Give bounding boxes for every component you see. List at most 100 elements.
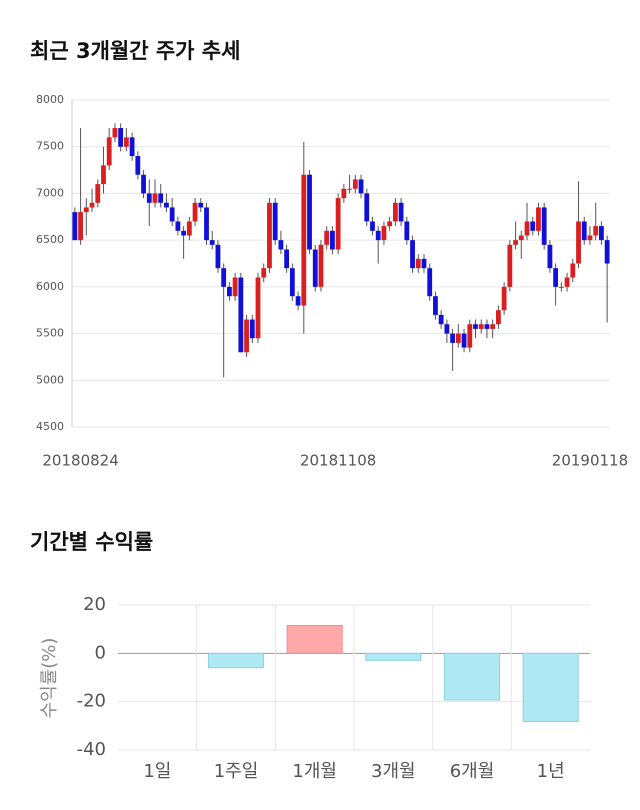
candle-body [599, 226, 604, 241]
candle-body [444, 324, 450, 334]
candle-body [335, 198, 341, 250]
candle-body [181, 230, 187, 236]
y-axis-label: 수익률(%) [39, 638, 60, 719]
bar [522, 652, 579, 722]
candle-body [89, 202, 95, 208]
candle-body [490, 324, 496, 329]
candle-body [536, 207, 541, 231]
candle-body [324, 230, 330, 245]
candle-body [255, 277, 261, 339]
y-tick-label: 20 [83, 594, 106, 615]
x-tick-label: 1개월 [292, 761, 337, 782]
candle-body [289, 268, 295, 297]
y-tick-label: 5500 [36, 327, 64, 340]
candle-body [576, 221, 581, 264]
candle-body [507, 244, 513, 287]
candle-body [112, 128, 118, 138]
candle-body [146, 193, 152, 203]
candle-body [238, 277, 244, 353]
candle-body [478, 324, 484, 329]
candle-body [392, 202, 398, 222]
y-tick-label: 4500 [36, 420, 64, 433]
x-tick-label: 20180824 [42, 452, 118, 470]
candle-body [581, 221, 587, 241]
x-tick-label: 6개월 [450, 761, 495, 782]
y-tick-label: 7500 [36, 140, 64, 153]
bar [365, 652, 422, 661]
candle-body [261, 268, 267, 278]
candle-body [158, 193, 164, 203]
candle-body [272, 202, 278, 241]
y-tick-label: 5000 [36, 373, 64, 386]
candle-body [404, 221, 410, 241]
candle-body [541, 207, 547, 245]
candle-body [204, 207, 209, 241]
candle-body [129, 137, 135, 157]
candle-body [164, 202, 169, 208]
candle-body [123, 137, 129, 147]
bar [286, 625, 343, 654]
candle-body [169, 207, 175, 222]
candle-body [593, 226, 599, 236]
candle-body [415, 258, 421, 269]
candle-body [501, 286, 507, 311]
y-tick-label: 7000 [36, 186, 64, 199]
candle-body [141, 174, 146, 194]
candle-body [135, 156, 141, 175]
candle-body [152, 193, 158, 203]
chart-title: 기간별 수익률 [30, 530, 153, 554]
candle-body [381, 226, 387, 241]
candle-body [570, 263, 576, 278]
candle-body [387, 221, 393, 227]
bar [443, 652, 501, 701]
candle-body [484, 324, 490, 329]
candle-body [301, 174, 307, 306]
x-tick-label: 20190118 [552, 452, 628, 470]
candle-body [530, 221, 536, 231]
candle-body [587, 235, 593, 241]
candle-body [284, 249, 290, 269]
candle-body [186, 221, 192, 236]
candle-body [232, 277, 238, 297]
candle-body [209, 240, 215, 245]
y-tick-label: -20 [77, 691, 106, 712]
candle-body [312, 249, 318, 287]
candle-body [267, 202, 272, 269]
candle-body [221, 268, 227, 287]
candle-body [427, 268, 433, 297]
candle-body [198, 202, 204, 208]
candle-body [347, 188, 352, 190]
candle-body [604, 240, 610, 264]
candle-body [118, 128, 124, 147]
candle-body [341, 188, 347, 199]
candle-body [455, 333, 461, 343]
candle-body [495, 310, 501, 325]
candle-body [192, 202, 198, 222]
candle-body [307, 174, 312, 250]
candle-body [244, 319, 249, 353]
candle-body [553, 268, 559, 287]
candle-body [461, 333, 467, 348]
y-tick-label: -40 [77, 739, 106, 760]
candle-body [524, 221, 530, 236]
y-tick-label: 0 [95, 642, 106, 663]
candle-body [467, 324, 473, 348]
candle-body [438, 314, 444, 325]
candle-body [473, 324, 478, 329]
candle-body [421, 258, 427, 269]
candle-body [518, 235, 524, 241]
candle-body [410, 240, 415, 269]
x-tick-label: 1일 [143, 761, 171, 782]
candle-body [175, 221, 181, 231]
candle-body [375, 230, 381, 241]
candle-body [295, 296, 301, 306]
x-tick-label: 1년 [537, 761, 565, 782]
candle-body [106, 137, 112, 166]
x-tick-label: 1주일 [214, 761, 259, 782]
chart-title: 최근 3개월간 주가 추세 [30, 39, 240, 63]
candle-body [564, 277, 570, 287]
candle-body [358, 179, 364, 194]
candle-body [547, 244, 553, 269]
x-tick-label: 3개월 [371, 761, 416, 782]
